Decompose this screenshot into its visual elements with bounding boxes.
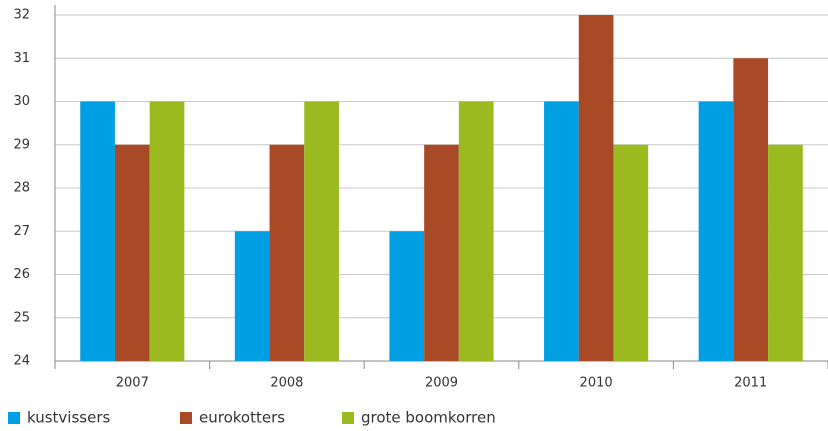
- y-tick-label: 24: [13, 354, 30, 369]
- legend-swatch: [342, 412, 354, 424]
- bar: [768, 144, 803, 361]
- y-tick-label: 31: [13, 51, 30, 66]
- bar: [269, 144, 305, 361]
- legend-label: kustvissers: [27, 409, 110, 427]
- y-tick-label: 25: [13, 310, 30, 325]
- bar: [149, 101, 185, 361]
- legend-label: grote boomkorren: [361, 409, 496, 427]
- x-tick-label: 2007: [116, 376, 149, 391]
- y-tick-label: 29: [13, 137, 30, 152]
- legend-swatch: [180, 412, 192, 424]
- x-tick-label: 2011: [734, 376, 767, 391]
- bar: [578, 15, 614, 361]
- bar: [544, 101, 579, 361]
- y-tick-label: 26: [13, 267, 30, 282]
- legend-label: eurokotters: [199, 409, 285, 427]
- bar: [234, 231, 270, 361]
- bar: [424, 144, 459, 361]
- bar: [733, 58, 769, 361]
- legend-swatch: [8, 412, 20, 424]
- bar: [698, 101, 734, 361]
- bar: [389, 231, 425, 361]
- bar: [613, 144, 649, 361]
- y-tick-label: 27: [13, 224, 30, 239]
- x-tick-label: 2010: [580, 376, 613, 391]
- y-tick-label: 28: [13, 181, 30, 196]
- y-tick-label: 32: [13, 8, 30, 23]
- bar: [304, 101, 339, 361]
- bar: [80, 101, 115, 361]
- bar: [114, 144, 150, 361]
- bar: [458, 101, 494, 361]
- x-tick-label: 2009: [425, 376, 458, 391]
- y-tick-label: 30: [13, 94, 30, 109]
- x-tick-label: 2008: [270, 376, 303, 391]
